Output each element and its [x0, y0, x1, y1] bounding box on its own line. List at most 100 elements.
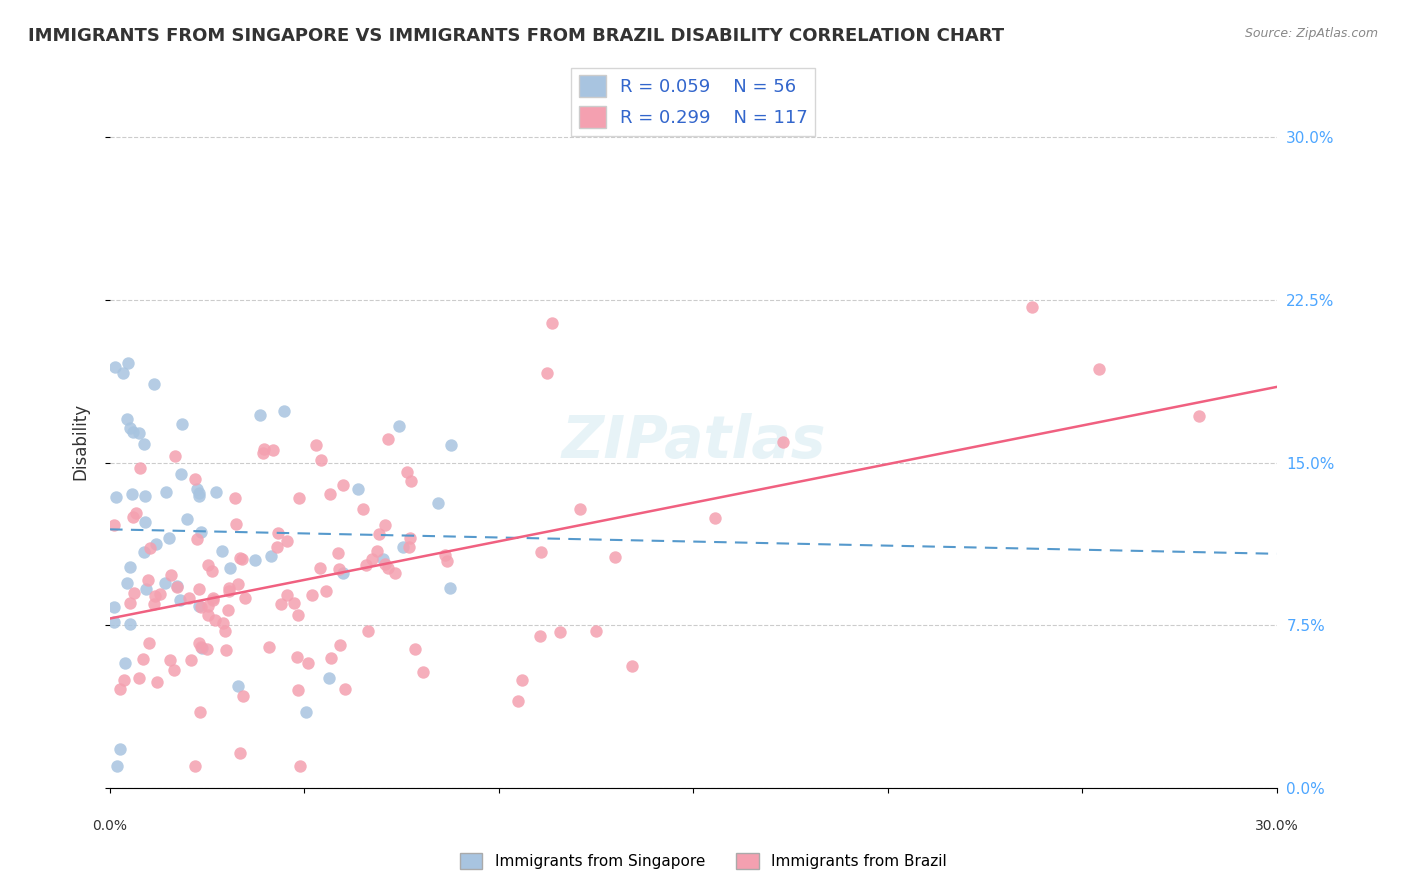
Point	[187, 599, 209, 614]
Point	[253, 442, 276, 456]
Point	[328, 562, 350, 576]
Point	[434, 548, 457, 562]
Point	[197, 599, 219, 614]
Point	[143, 589, 166, 603]
Point	[122, 586, 145, 600]
Point	[266, 540, 288, 554]
Point	[190, 600, 212, 615]
Point	[110, 682, 132, 697]
Point	[288, 759, 311, 773]
Point	[426, 496, 449, 510]
Point	[356, 558, 378, 573]
Point	[134, 515, 156, 529]
Point	[1021, 300, 1043, 314]
Point	[285, 650, 308, 665]
Point	[440, 438, 463, 452]
Point	[165, 449, 187, 463]
Point	[398, 540, 420, 554]
Point	[105, 759, 128, 773]
Point	[197, 608, 219, 623]
Point	[187, 582, 209, 596]
Point	[228, 551, 250, 566]
Point	[157, 531, 180, 545]
Point	[374, 517, 396, 532]
Point	[201, 565, 224, 579]
Point	[529, 629, 551, 643]
Point	[260, 549, 283, 563]
Point	[530, 545, 553, 559]
Point	[190, 525, 212, 540]
Point	[129, 460, 152, 475]
Point	[201, 591, 224, 605]
Point	[111, 366, 134, 380]
Text: Source: ZipAtlas.com: Source: ZipAtlas.com	[1244, 27, 1378, 40]
Point	[329, 639, 352, 653]
Point	[186, 482, 208, 496]
Point	[128, 671, 150, 685]
Point	[439, 581, 461, 595]
Point	[188, 486, 211, 500]
Point	[568, 501, 591, 516]
Point	[118, 421, 141, 435]
Point	[287, 608, 309, 623]
Point	[395, 465, 418, 479]
Point	[243, 553, 266, 567]
Point	[510, 673, 533, 688]
Point	[388, 418, 411, 433]
Point	[536, 366, 558, 380]
Text: 30.0%: 30.0%	[1254, 819, 1298, 833]
Point	[218, 583, 240, 598]
Point	[190, 640, 212, 655]
Point	[184, 759, 207, 773]
Point	[283, 596, 305, 610]
Point	[218, 581, 240, 595]
Point	[183, 472, 205, 486]
Point	[233, 591, 256, 606]
Point	[218, 603, 240, 617]
Point	[328, 546, 350, 560]
Point	[197, 558, 219, 573]
Point	[191, 641, 214, 656]
Point	[540, 317, 562, 331]
Point	[139, 541, 162, 555]
Point	[232, 689, 254, 703]
Point	[143, 377, 166, 392]
Point	[145, 537, 167, 551]
Point	[104, 360, 127, 375]
Point	[188, 636, 211, 650]
Point	[112, 673, 135, 687]
Point	[548, 624, 571, 639]
Point	[366, 544, 388, 558]
Point	[436, 553, 458, 567]
Point	[357, 624, 380, 639]
Point	[103, 615, 125, 629]
Point	[352, 502, 374, 516]
Point	[176, 511, 198, 525]
Point	[202, 593, 225, 607]
Point	[159, 653, 181, 667]
Point	[211, 543, 233, 558]
Point	[172, 417, 194, 431]
Y-axis label: Disability: Disability	[72, 402, 89, 480]
Point	[276, 534, 298, 549]
Point	[309, 453, 332, 467]
Point	[121, 486, 143, 500]
Point	[166, 580, 188, 594]
Point	[368, 527, 391, 541]
Point	[377, 432, 399, 446]
Point	[108, 742, 131, 756]
Point	[153, 575, 176, 590]
Point	[118, 617, 141, 632]
Point	[273, 404, 295, 418]
Point	[214, 624, 236, 638]
Point	[188, 705, 211, 719]
Point	[187, 489, 209, 503]
Point	[297, 657, 319, 671]
Point	[195, 642, 218, 657]
Point	[377, 561, 399, 575]
Point	[257, 640, 280, 655]
Point	[399, 531, 422, 545]
Point	[128, 425, 150, 440]
Point	[149, 587, 172, 601]
Point	[225, 517, 247, 532]
